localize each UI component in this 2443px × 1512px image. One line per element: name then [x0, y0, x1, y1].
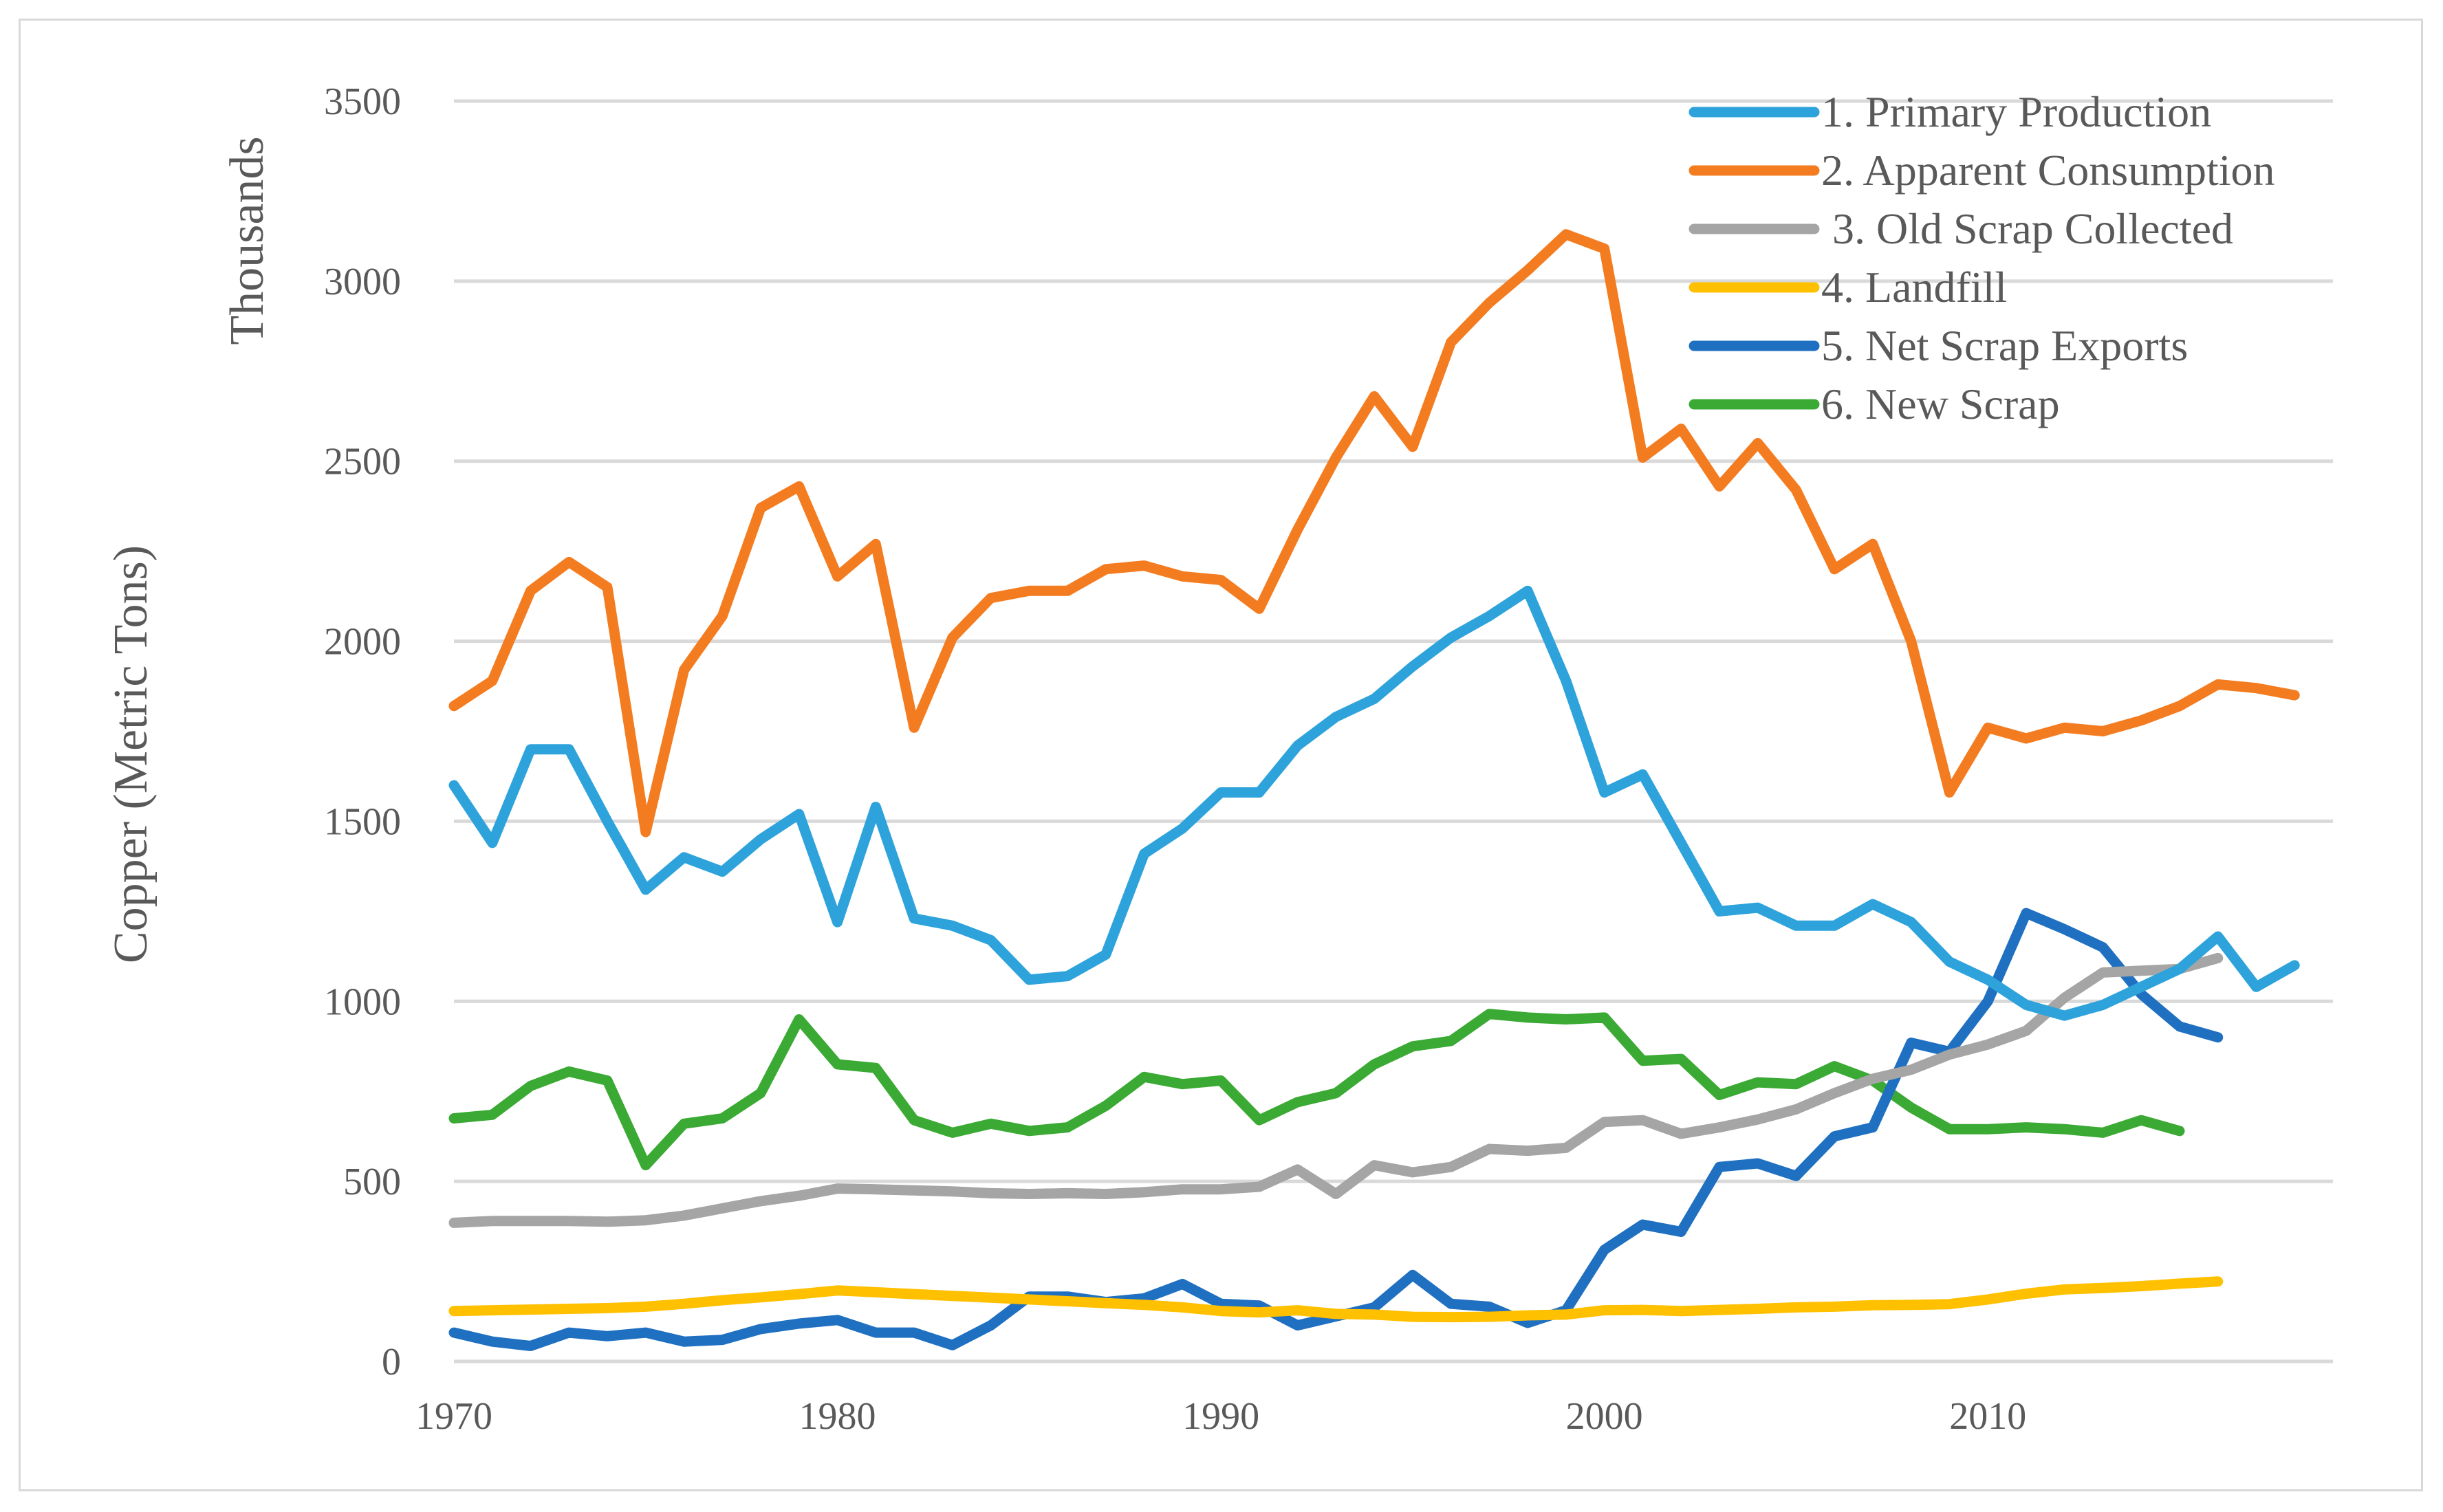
- chart-frame: [19, 19, 2423, 1491]
- legend-label-3: 3. Old Scrap Collected: [1821, 204, 2233, 253]
- x-tick-label: 1980: [799, 1395, 876, 1438]
- y-tick-label: 1500: [324, 800, 401, 843]
- series-line-2: [448, 229, 2300, 837]
- series-line-1: [448, 585, 2300, 1021]
- y-tick-label: 1000: [324, 980, 401, 1023]
- y-tick-label: 2000: [324, 621, 401, 664]
- series-line-4: [448, 1276, 2224, 1323]
- x-axis-ticks: 1970 1980 1990 2000 2010: [415, 1395, 2026, 1438]
- y-tick-label: 500: [343, 1161, 401, 1203]
- legend-label-5: 5. Net Scrap Exports: [1821, 321, 2188, 370]
- legend: 1. Primary Production 2. Apparent Consump…: [1689, 87, 2275, 428]
- y-tick-label: 3000: [324, 261, 401, 303]
- x-tick-label: 2000: [1566, 1395, 1643, 1438]
- y-axis-ticks: 0 500 1000 1500 2000 2500 3000 3500: [324, 80, 401, 1383]
- series-lines: [448, 229, 2300, 1351]
- y-axis-unit-label: Thousands: [221, 136, 274, 344]
- legend-label-4: 4. Landfill: [1821, 263, 2007, 311]
- y-tick-label: 3500: [324, 80, 401, 123]
- series-line-3: [448, 952, 2224, 1228]
- x-tick-label: 1990: [1182, 1395, 1259, 1438]
- x-tick-label: 2010: [1949, 1395, 2026, 1438]
- legend-label-2: 2. Apparent Consumption: [1821, 146, 2275, 195]
- y-axis-title: Copper (Metric Tons): [105, 545, 158, 963]
- gridlines: [454, 99, 2333, 1363]
- x-tick-label: 1970: [415, 1395, 492, 1438]
- y-tick-label: 2500: [324, 441, 401, 483]
- series-line-6: [448, 1009, 2185, 1171]
- y-tick-label: 0: [382, 1341, 401, 1383]
- legend-label-6: 6. New Scrap: [1821, 380, 2060, 428]
- legend-label-1: 1. Primary Production: [1821, 87, 2211, 136]
